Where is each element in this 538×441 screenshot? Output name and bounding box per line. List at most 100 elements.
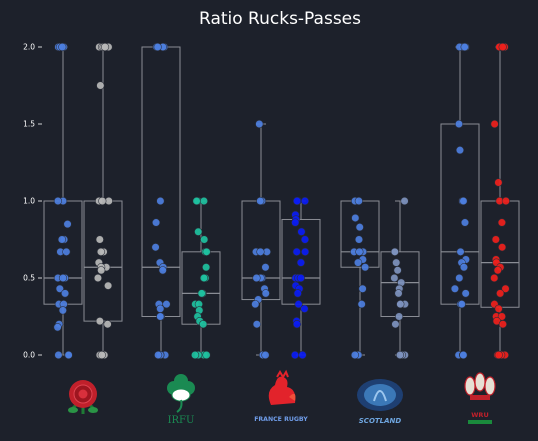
data-point (261, 263, 270, 272)
data-point (154, 350, 163, 360)
data-point (391, 320, 400, 329)
data-point (100, 42, 110, 52)
data-point (455, 273, 464, 283)
data-point (256, 247, 265, 256)
data-point (296, 258, 306, 267)
data-point (390, 247, 399, 256)
data-point (199, 273, 209, 283)
series-team-color (380, 196, 420, 360)
series-blue (440, 42, 480, 360)
data-point (261, 350, 270, 360)
data-point (58, 273, 68, 283)
data-point (55, 284, 64, 293)
data-point (104, 281, 113, 290)
data-point (454, 119, 464, 129)
team-group-france (241, 119, 321, 360)
data-point (498, 243, 507, 252)
data-point (298, 350, 307, 360)
data-point (455, 146, 465, 155)
data-point (357, 300, 366, 309)
team-group-wales (440, 42, 520, 360)
data-point (393, 266, 402, 275)
data-point (355, 223, 364, 232)
series-team-color (83, 42, 123, 360)
data-point (53, 196, 63, 206)
data-point (300, 304, 309, 313)
data-point (156, 304, 165, 313)
data-point (460, 218, 470, 227)
data-point (294, 300, 303, 309)
series-blue (340, 196, 380, 360)
data-point (297, 227, 306, 236)
data-point (98, 196, 107, 206)
data-point (497, 218, 507, 227)
data-point (459, 263, 469, 272)
team-logos: IRFU FRANCE RUGBY SCOTLAND WRU (67, 369, 496, 426)
y-tick-label: 1.5 (23, 120, 35, 129)
data-point (394, 289, 403, 298)
scotland-rugby-logo: SCOTLAND (357, 379, 403, 425)
data-point (493, 266, 502, 275)
team-group-england (43, 42, 123, 360)
data-point (252, 273, 261, 283)
data-point (395, 350, 405, 360)
data-point (392, 258, 401, 267)
data-point (95, 317, 104, 326)
box-iqr (83, 200, 123, 322)
irfu-logo-text: IRFU (168, 415, 195, 426)
data-point (459, 350, 468, 360)
data-point (292, 247, 301, 256)
series-blue (43, 42, 83, 360)
data-point (490, 273, 499, 283)
data-point (501, 284, 510, 293)
france-logo-text: FRANCE RUGBY (254, 416, 308, 423)
data-point (200, 235, 209, 244)
data-point (300, 196, 310, 206)
y-axis: 0.0 0.5 1.0 1.5 2.0 (23, 43, 42, 360)
data-point (292, 196, 302, 206)
data-point (400, 196, 409, 206)
series-blue (141, 42, 181, 360)
data-point (192, 196, 201, 206)
data-point (202, 350, 211, 360)
data-point (95, 235, 104, 244)
box-iqr (141, 46, 181, 317)
data-point (456, 247, 465, 256)
data-point (494, 304, 503, 313)
data-point (97, 350, 106, 360)
data-point (498, 42, 507, 52)
data-point (58, 306, 67, 315)
chart-title: Ratio Rucks-Passes (199, 9, 361, 29)
data-point (459, 196, 468, 206)
data-point (57, 235, 67, 244)
england-rose-logo (67, 380, 99, 414)
ireland-irfu-logo: IRFU (167, 374, 195, 426)
wales-wru-logo: WRU (464, 372, 496, 424)
data-point (60, 289, 70, 298)
data-point (53, 323, 62, 332)
y-tick-label: 2.0 (23, 43, 35, 52)
data-point (291, 218, 300, 227)
data-point (390, 273, 399, 283)
data-point (457, 300, 466, 309)
data-point (355, 247, 364, 256)
data-point (498, 320, 507, 329)
data-point (62, 247, 71, 256)
y-tick-label: 0.5 (23, 274, 35, 283)
data-point (158, 266, 167, 275)
data-point (199, 320, 208, 329)
data-point (494, 350, 503, 360)
data-point (97, 266, 106, 275)
data-point (354, 196, 363, 206)
data-point (350, 350, 360, 360)
data-point (93, 273, 103, 283)
series-team-color (480, 42, 520, 360)
data-point (491, 235, 500, 244)
plot-area (43, 42, 520, 360)
data-point (199, 196, 209, 206)
data-point (151, 243, 160, 252)
series-blue (241, 119, 281, 360)
france-rugby-logo: FRANCE RUGBY (254, 369, 308, 423)
scotland-logo-text: SCOTLAND (359, 417, 402, 425)
data-point (496, 289, 505, 298)
